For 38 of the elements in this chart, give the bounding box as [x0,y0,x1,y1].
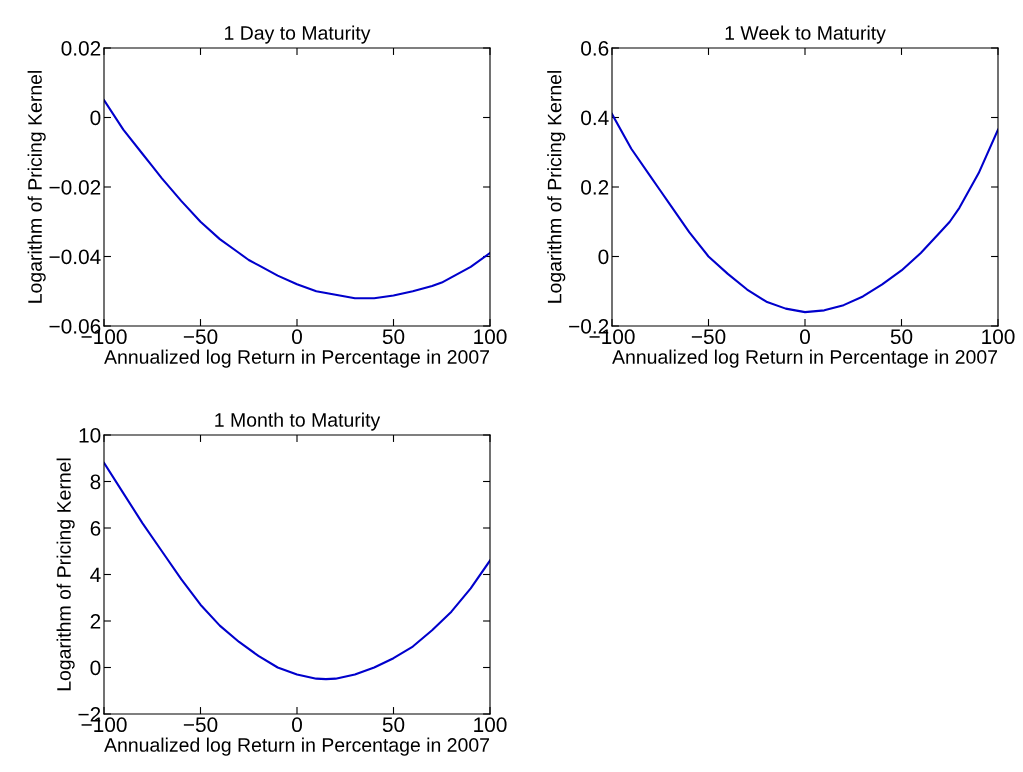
y-tick-label: 0.02 [61,41,101,56]
y-tick-label: 6 [90,521,101,536]
y-tick-label: 0 [90,660,101,676]
x-tick-label: 50 [382,329,405,345]
line-series [104,99,490,300]
chart-title: 1 Month to Maturity [215,412,381,431]
y-tick-label: −0.02 [49,180,101,195]
y-tick-label: 0.6 [581,41,609,56]
x-tick-label: −50 [183,717,218,733]
x-tick-label: 50 [382,717,405,733]
y-tick-label: 4 [90,567,101,583]
y-tick-label: 2 [90,614,101,629]
line-series [104,461,490,681]
x-tick-label: 100 [982,329,1015,345]
x-tick-label: 100 [474,329,507,345]
x-tick-label: 0 [292,717,302,733]
line-series [612,112,998,314]
y-tick-label: −0.04 [49,249,101,265]
y-axis-title: Logarithm of Pricing Kernel [27,71,46,303]
y-tick-label: 0 [598,249,609,265]
y-tick-label: 0.4 [581,110,609,126]
y-tick-label: 10 [79,428,101,443]
x-tick-label: 100 [474,717,507,733]
y-tick-label: 0 [90,110,101,126]
y-axis-title: Logarithm of Pricing Kernel [56,458,75,691]
x-axis-title: Annualized log Return in Percentage in 2007 [104,737,489,756]
y-tick-label: 0.2 [581,180,609,195]
x-tick-label: 0 [800,329,810,345]
y-tick-label: 8 [90,474,101,490]
x-tick-label: −50 [691,329,726,345]
x-tick-label: 0 [292,329,302,345]
x-axis-title: Annualized log Return in Percentage in 2007 [104,349,489,368]
x-axis-title: Annualized log Return in Percentage in 2007 [612,349,997,368]
chart-title: 1 Day to Maturity [225,25,371,44]
x-tick-label: −50 [183,329,218,345]
chart-title: 1 Week to Maturity [725,25,886,44]
x-tick-label: 50 [890,329,913,345]
y-axis-title: Logarithm of Pricing Kernel [547,71,566,303]
